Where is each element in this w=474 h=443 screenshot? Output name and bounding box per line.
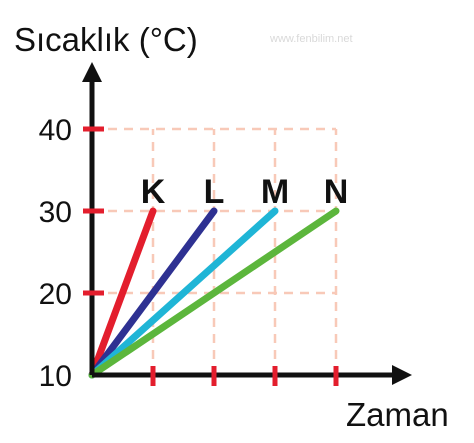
series-label-M: M xyxy=(261,173,289,211)
y-axis-arrow xyxy=(82,62,102,82)
y-tick-label-30: 30 xyxy=(39,196,72,229)
series-label-N: N xyxy=(324,173,349,211)
series-label-K: K xyxy=(141,173,166,211)
series-line-N xyxy=(88,207,340,379)
y-tick-label-20: 20 xyxy=(39,278,72,311)
y-tick-labels: 10 20 30 40 xyxy=(39,114,72,393)
series-line-M xyxy=(88,207,279,379)
y-tick-label-40: 40 xyxy=(39,114,72,147)
watermark: www.fenbilim.net xyxy=(269,33,353,45)
x-axis-arrow xyxy=(392,365,412,385)
series-label-L: L xyxy=(204,173,225,211)
x-axis-label: Zaman xyxy=(346,396,449,433)
y-axis-label: Sıcaklık (°C) xyxy=(14,21,198,58)
series-line-L xyxy=(88,207,218,379)
y-tick-label-10: 10 xyxy=(39,360,72,393)
axis-ticks xyxy=(83,126,339,386)
series-line-K xyxy=(88,207,157,379)
series-lines xyxy=(88,207,340,379)
